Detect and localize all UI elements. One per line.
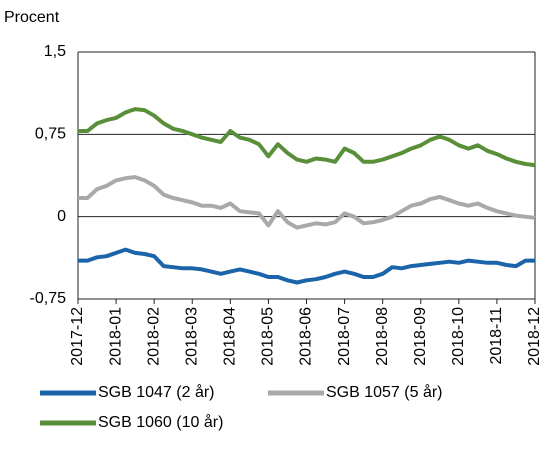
- x-tick-label: 2018-05: [260, 307, 277, 366]
- legend-label: SGB 1057 (5 år): [326, 383, 443, 401]
- x-tick-label: 2018-09: [412, 307, 429, 366]
- x-tick-label: 2018-07: [336, 307, 353, 366]
- y-tick-label: 0: [57, 208, 66, 225]
- x-tick-label: 2018-06: [298, 307, 315, 366]
- x-tick-label: 2018-12: [526, 307, 543, 366]
- series-line: [78, 175, 536, 230]
- y-tick-label: 0,75: [35, 126, 66, 143]
- x-tick-label: 2018-10: [450, 307, 467, 366]
- series-line: [78, 247, 535, 285]
- x-tick-label: 2018-04: [222, 307, 239, 366]
- y-tick-label: -0,75: [30, 290, 67, 307]
- legend-label: SGB 1060 (10 år): [98, 413, 223, 431]
- y-axis-label: Procent: [4, 9, 60, 26]
- x-tick-label: 2018-02: [145, 307, 162, 366]
- x-tick-label: 2018-03: [183, 307, 200, 366]
- y-tick-label: 1,5: [44, 43, 66, 60]
- series-line: [78, 107, 536, 168]
- x-tick-label: 2018-08: [374, 307, 391, 366]
- x-tick-label: 2018-11: [488, 307, 505, 365]
- legend-label: SGB 1047 (2 år): [98, 383, 215, 401]
- x-tick-label: 2018-01: [107, 307, 124, 366]
- x-tick-label: 2017-12: [69, 307, 86, 366]
